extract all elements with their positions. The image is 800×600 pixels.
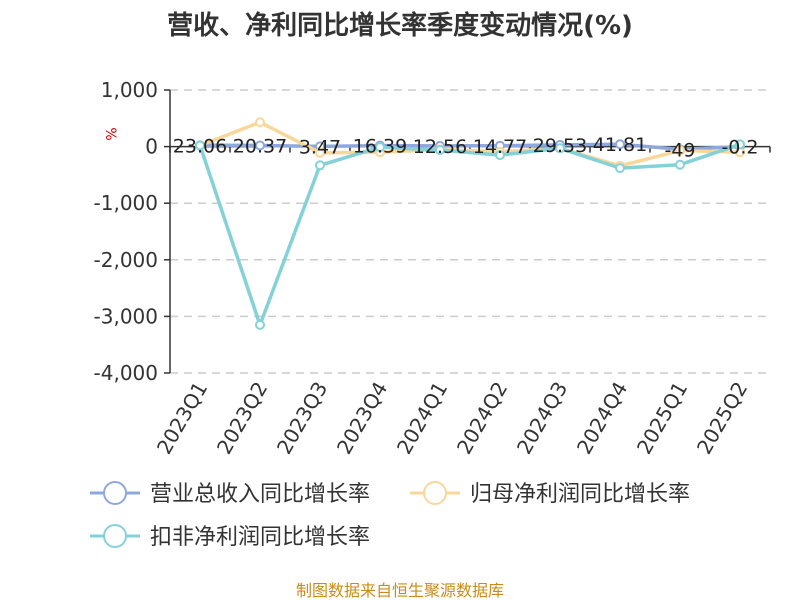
series-line xyxy=(199,120,741,168)
x-tick-label: 2023Q2 xyxy=(212,378,272,459)
data-source-note: 制图数据来自恒生聚源数据库 xyxy=(296,581,504,600)
x-tick-label: 2023Q4 xyxy=(332,378,392,459)
data-point xyxy=(615,139,625,150)
data-point xyxy=(315,147,325,158)
data-point xyxy=(495,150,505,161)
y-tick-label: 1,000 xyxy=(101,78,158,102)
data-point xyxy=(255,117,265,128)
x-tick-label: 2023Q3 xyxy=(272,378,332,459)
data-point xyxy=(435,144,445,155)
data-label: 29.53 xyxy=(533,135,587,157)
legend-marker xyxy=(103,524,127,548)
data-point xyxy=(255,140,265,151)
x-tick-label: 2025Q1 xyxy=(632,378,692,459)
series-line xyxy=(198,142,741,327)
y-tick-label: -3,000 xyxy=(94,304,158,328)
legend-marker xyxy=(103,481,127,505)
data-point xyxy=(315,160,325,171)
data-label: 16.39 xyxy=(353,136,407,158)
x-tick-label: 2025Q2 xyxy=(692,378,752,459)
data-point xyxy=(195,140,205,151)
x-tick-label: 2024Q4 xyxy=(572,378,632,459)
data-label: 3.47 xyxy=(299,136,341,158)
x-tick-label: 2024Q3 xyxy=(512,378,572,459)
legend-label: 归母净利润同比增长率 xyxy=(470,482,690,507)
legend-label: 营业总收入同比增长率 xyxy=(150,482,370,507)
data-label: 20.37 xyxy=(233,135,287,157)
y-tick-label: 0 xyxy=(145,135,158,159)
x-tick-label: 2023Q1 xyxy=(152,378,212,459)
data-label: 23.06 xyxy=(173,135,227,157)
data-point xyxy=(735,139,745,150)
data-label: -49 xyxy=(664,139,695,161)
y-tick-label: -2,000 xyxy=(94,248,158,272)
y-tick-label: -4,000 xyxy=(94,361,158,385)
data-point xyxy=(675,145,685,156)
data-point xyxy=(555,143,565,154)
data-point xyxy=(375,142,385,153)
legend-marker xyxy=(423,481,447,505)
y-axis-unit: % xyxy=(102,127,118,140)
x-tick-label: 2024Q2 xyxy=(452,378,512,459)
y-tick-label: -1,000 xyxy=(94,191,158,215)
legend-label: 扣非净利润同比增长率 xyxy=(150,525,370,550)
data-label: 14.77 xyxy=(473,136,527,158)
series-line xyxy=(199,142,741,152)
data-label: -0.2 xyxy=(721,137,758,159)
data-label: 41.81 xyxy=(593,134,647,156)
data-point xyxy=(255,319,265,330)
x-tick-label: 2024Q1 xyxy=(392,378,452,459)
data-point xyxy=(675,159,685,170)
data-label: 12.56 xyxy=(413,136,467,158)
chart-title: 营收、净利同比增长率季度变动情况(%) xyxy=(167,10,633,41)
data-point xyxy=(615,163,625,174)
